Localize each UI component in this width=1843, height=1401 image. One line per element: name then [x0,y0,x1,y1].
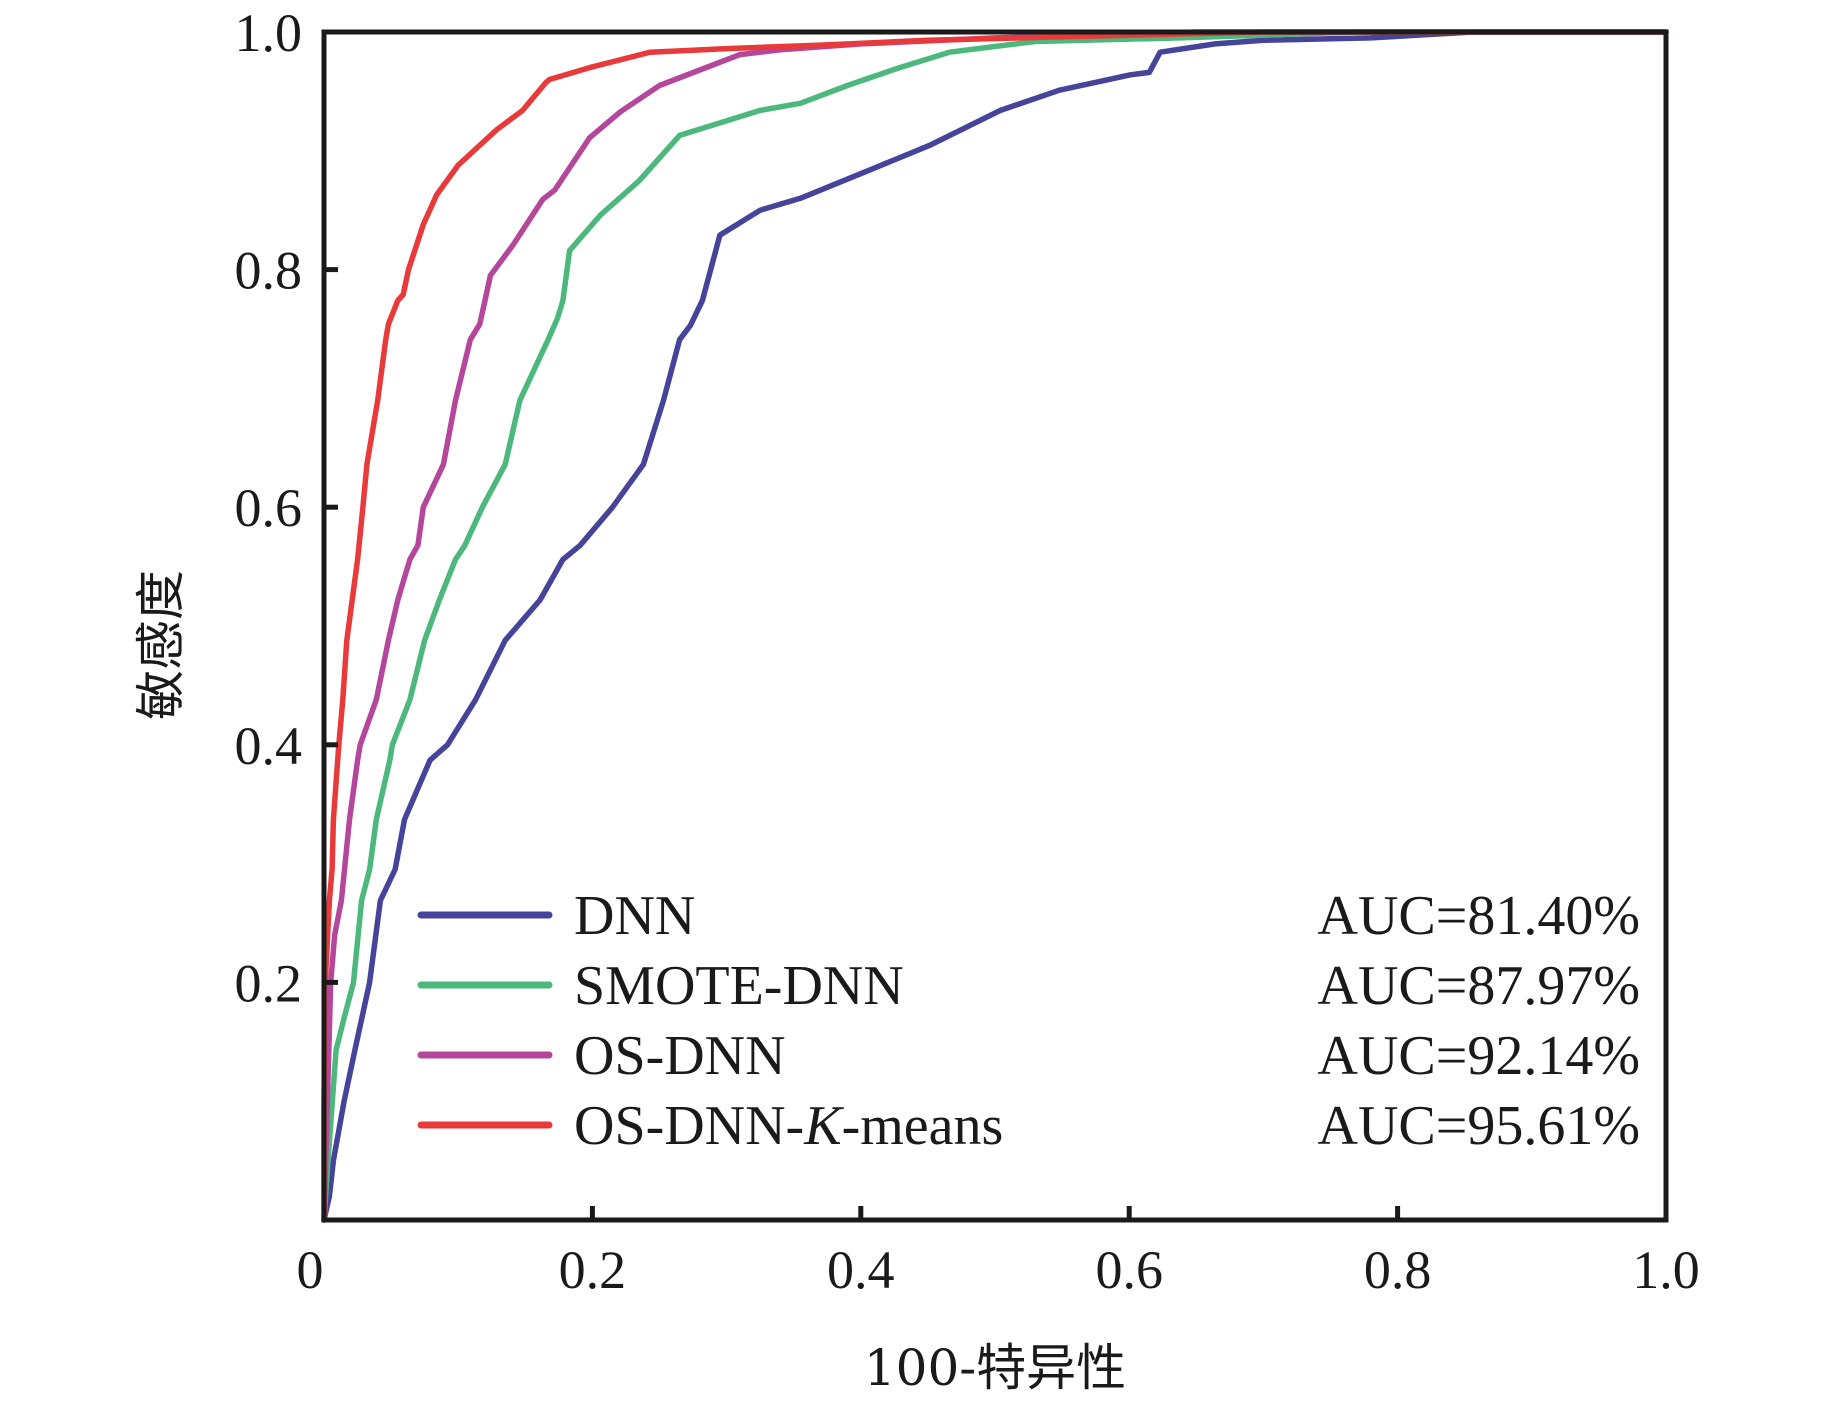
legend-label: OS-DNN-K-means [574,1095,1003,1157]
y-tick-label: 0.8 [235,241,303,301]
legend-label: OS-DNN [574,1025,786,1087]
legend-auc-value: AUC=87.97% [1318,955,1640,1017]
plot-frame [321,29,1669,1223]
y-tick-label: 0.2 [235,953,303,1013]
legend-item: SMOTE-DNN AUC=87.97% [417,955,1640,1017]
x-axis-title: 100-特异性 [864,1339,1126,1397]
x-tick-label: 0.2 [559,1240,627,1300]
y-tick-label: 1.0 [235,3,303,63]
legend-label: DNN [574,885,695,947]
x-tick-label: 0.6 [1095,1240,1163,1300]
x-tick-label: 1.0 [1632,1240,1700,1300]
legend-auc-value: AUC=95.61% [1318,1095,1640,1157]
x-tick-label: 0 [297,1240,324,1300]
series-line-smote-dnn [321,29,1669,1223]
legend-item: DNN AUC=81.40% [417,885,1640,947]
legend-auc-value: AUC=92.14% [1318,1025,1640,1087]
y-tick-label: 0.4 [235,716,303,776]
x-axis-ticks: 0 0.2 0.4 0.6 0.8 1.0 [297,1206,1700,1300]
legend-item: OS-DNN AUC=92.14% [417,1025,1640,1087]
x-tick-label: 0.4 [827,1240,895,1300]
series-line-os-dnn-k-means [321,29,1669,1223]
legend-label: SMOTE-DNN [574,955,904,1017]
y-axis-title: 敏感度 [132,570,190,720]
legend-item: OS-DNN-K-means AUC=95.61% [417,1095,1640,1157]
y-tick-label: 0.6 [235,478,303,538]
series-line-os-dnn [321,29,1669,1223]
x-tick-label: 0.8 [1364,1240,1432,1300]
legend: DNN AUC=81.40% SMOTE-DNN AUC=87.97% OS-DNN AU… [417,885,1640,1157]
curves-layer [321,29,1669,1223]
series-line-dnn [321,29,1669,1223]
y-axis-ticks: 0.2 0.4 0.6 0.8 1.0 [235,3,338,1013]
legend-auc-value: AUC=81.40% [1318,885,1640,947]
